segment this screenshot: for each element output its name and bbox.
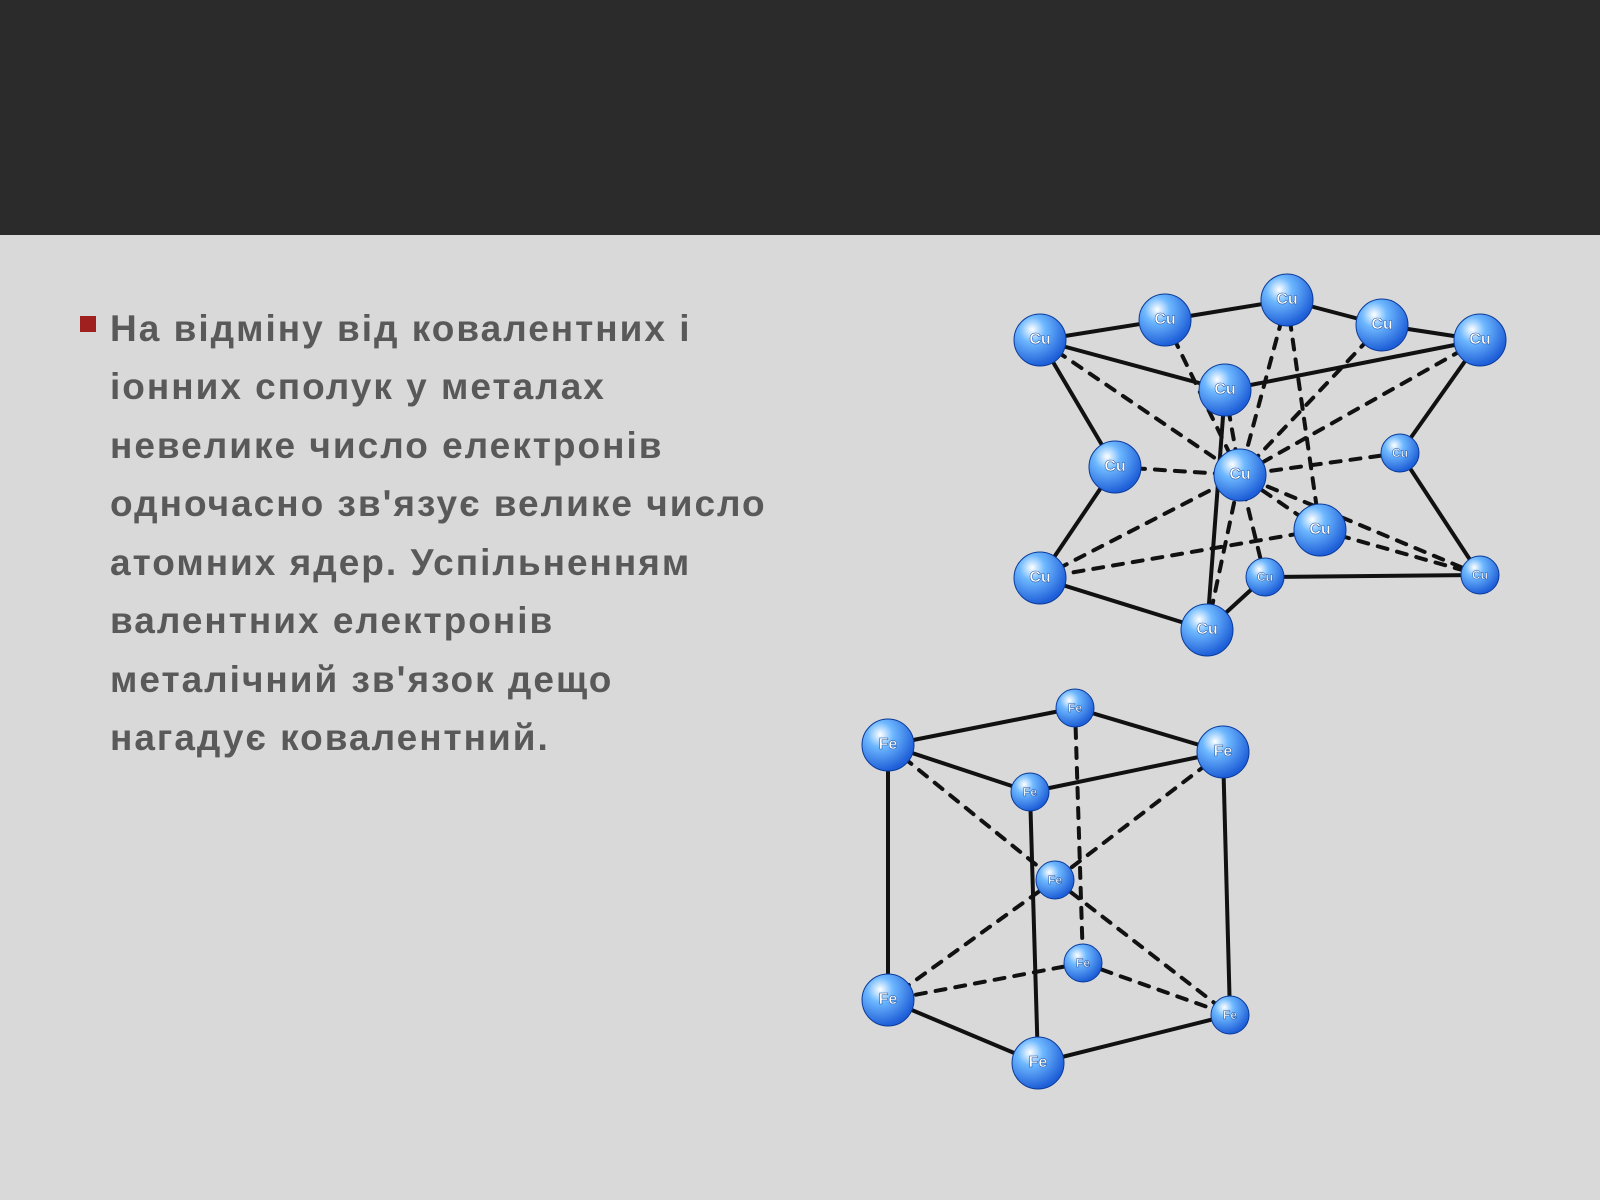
svg-text:Cu: Cu: [1371, 316, 1392, 333]
svg-text:Cu: Cu: [1154, 311, 1175, 328]
svg-text:Fe: Fe: [1048, 873, 1062, 887]
svg-text:Cu: Cu: [1229, 466, 1250, 483]
svg-text:Cu: Cu: [1309, 521, 1330, 538]
svg-text:Cu: Cu: [1029, 569, 1050, 586]
fe-lattice-diagram: Fe Fe Fe Fe Fe Fe Fe Fe Fe: [830, 690, 1310, 1130]
svg-text:Fe: Fe: [879, 736, 898, 753]
svg-text:Fe: Fe: [1214, 743, 1233, 760]
svg-text:Cu: Cu: [1214, 381, 1235, 398]
svg-text:Cu: Cu: [1257, 570, 1273, 584]
svg-text:Fe: Fe: [1068, 701, 1082, 715]
svg-text:Fe: Fe: [1076, 956, 1090, 970]
slide-root: На відміну від ковалентних і іонних спол…: [0, 0, 1600, 1200]
body-text: На відміну від ковалентних і іонних спол…: [110, 300, 770, 768]
cu-lattice-diagram: Cu Cu Cu Cu Cu Cu Cu Cu Cu Cu Cu Cu Cu Cu: [920, 270, 1560, 690]
svg-text:Cu: Cu: [1392, 446, 1408, 460]
body-content: На відміну від ковалентних і іонних спол…: [110, 300, 770, 768]
svg-text:Cu: Cu: [1104, 458, 1125, 475]
svg-text:Fe: Fe: [1223, 1008, 1237, 1022]
svg-text:Fe: Fe: [1029, 1054, 1048, 1071]
svg-text:Fe: Fe: [879, 991, 898, 1008]
header-bar: [0, 0, 1600, 235]
svg-text:Cu: Cu: [1469, 331, 1490, 348]
diagram-area: CuCuCuCuCuCuCuCuCuCuCuCuCuCu FeFeFeFeFeF…: [830, 270, 1580, 1170]
svg-text:Fe: Fe: [1023, 785, 1037, 799]
svg-text:Cu: Cu: [1276, 291, 1297, 308]
bullet-square: [80, 316, 96, 332]
svg-text:Cu: Cu: [1196, 621, 1217, 638]
svg-text:Cu: Cu: [1029, 331, 1050, 348]
svg-text:Cu: Cu: [1472, 568, 1488, 582]
